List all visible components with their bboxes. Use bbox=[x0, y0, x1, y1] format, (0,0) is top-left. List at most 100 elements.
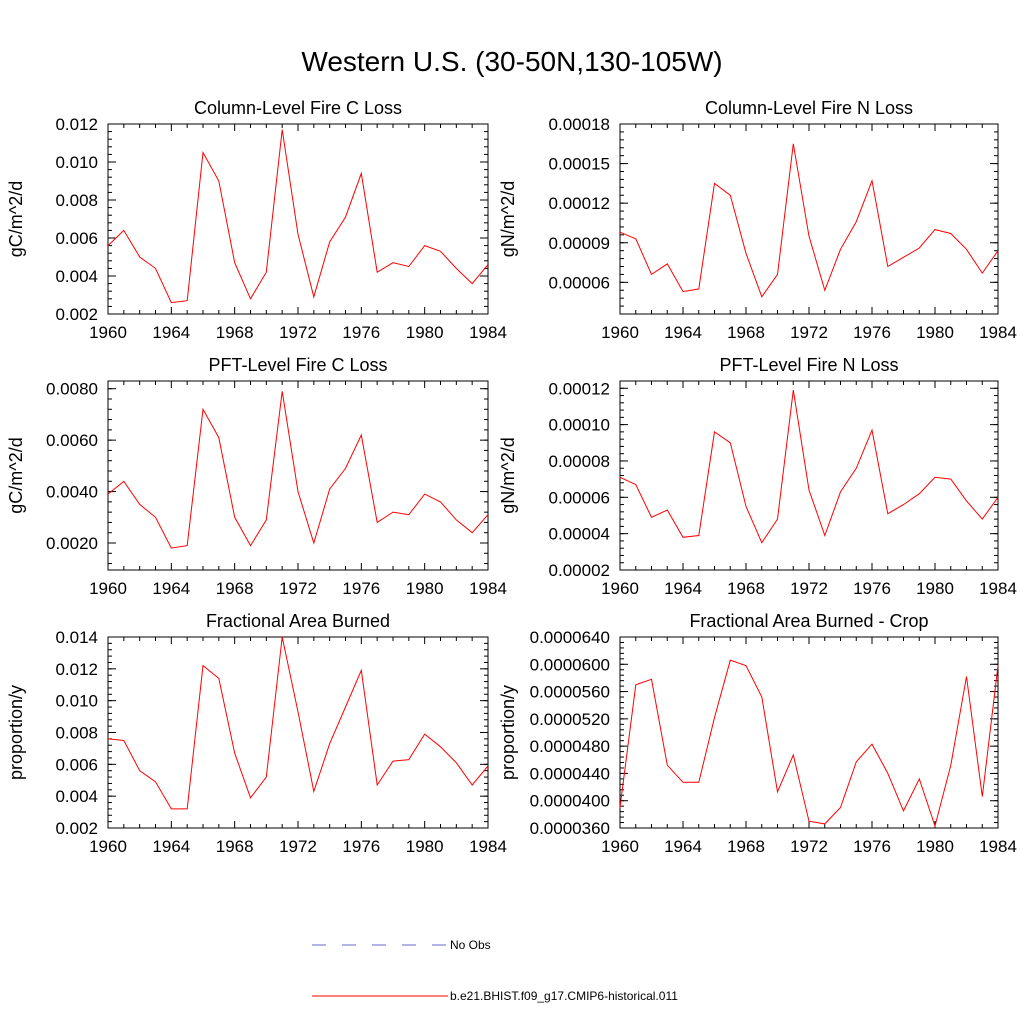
x-tick-label: 1980 bbox=[406, 579, 444, 598]
y-tick-label: 0.00004 bbox=[549, 525, 610, 544]
chart-panel-1: 1960 1964 1968 1972 1976 1980 1984 0.002 0.004 0.… bbox=[6, 98, 507, 342]
y-tick-label: 0.002 bbox=[55, 305, 98, 324]
y-tick-label: 0.014 bbox=[55, 628, 98, 647]
y-tick-label: 0.0080 bbox=[46, 380, 98, 399]
x-tick-label: 1960 bbox=[89, 579, 127, 598]
chart-panel-2: 1960 1964 1968 1972 1976 1980 1984 0.00006 0.000… bbox=[498, 98, 1017, 342]
x-tick-label: 1960 bbox=[601, 837, 639, 856]
x-tick-label: 1960 bbox=[89, 323, 127, 342]
y-tick-label: 0.00009 bbox=[549, 234, 610, 253]
y-tick-label: 0.008 bbox=[55, 191, 98, 210]
plot-frame bbox=[107, 636, 489, 829]
chart-panel-4: 1960 1964 1968 1972 1976 1980 1984 0.00002 0.000… bbox=[498, 355, 1017, 598]
panel-title: Column-Level Fire N Loss bbox=[705, 98, 913, 118]
x-tick-label: 1980 bbox=[406, 323, 444, 342]
x-tick-label: 1964 bbox=[152, 579, 190, 598]
panel-title: PFT-Level Fire N Loss bbox=[719, 355, 898, 375]
x-tick-label: 1968 bbox=[727, 579, 765, 598]
y-tick-label: 0.0000440 bbox=[530, 764, 610, 783]
x-tick-label: 1964 bbox=[664, 323, 702, 342]
y-tick-label: 0.00002 bbox=[549, 561, 610, 580]
x-tick-label: 1972 bbox=[790, 837, 828, 856]
y-axis-label: gN/m^2/d bbox=[498, 437, 518, 513]
series-line bbox=[107, 636, 489, 810]
plot-frame bbox=[619, 380, 999, 571]
y-tick-label: 0.012 bbox=[55, 115, 98, 134]
plot-frame bbox=[619, 123, 999, 315]
y-tick-label: 0.012 bbox=[55, 660, 98, 679]
x-tick-label: 1972 bbox=[279, 837, 317, 856]
y-tick-label: 0.0040 bbox=[46, 483, 98, 502]
panel-title: Column-Level Fire C Loss bbox=[194, 98, 402, 118]
x-tick-label: 1960 bbox=[601, 323, 639, 342]
y-tick-label: 0.004 bbox=[55, 787, 98, 806]
x-tick-label: 1972 bbox=[279, 579, 317, 598]
x-tick-label: 1976 bbox=[853, 579, 891, 598]
plot-frame bbox=[619, 636, 999, 829]
legend: No Obs b.e21.BHIST.f09_g17.CMIP6-historic… bbox=[312, 938, 678, 1003]
chart-panel-3: 1960 1964 1968 1972 1976 1980 1984 0.0020 0.0040… bbox=[6, 355, 507, 598]
panel-title: Fractional Area Burned bbox=[206, 611, 390, 631]
x-tick-label: 1980 bbox=[916, 837, 954, 856]
x-tick-label: 1976 bbox=[853, 323, 891, 342]
y-tick-label: 0.0020 bbox=[46, 534, 98, 553]
y-tick-label: 0.0000520 bbox=[530, 710, 610, 729]
y-tick-label: 0.0000480 bbox=[530, 737, 610, 756]
legend-label: No Obs bbox=[450, 938, 491, 952]
x-tick-label: 1976 bbox=[853, 837, 891, 856]
y-tick-label: 0.0000640 bbox=[530, 628, 610, 647]
y-tick-label: 0.002 bbox=[55, 819, 98, 838]
x-tick-label: 1980 bbox=[916, 323, 954, 342]
x-tick-label: 1976 bbox=[342, 323, 380, 342]
x-tick-label: 1968 bbox=[216, 837, 254, 856]
plot-frame bbox=[107, 123, 489, 315]
x-tick-label: 1984 bbox=[979, 323, 1017, 342]
y-tick-label: 0.0000360 bbox=[530, 819, 610, 838]
y-tick-label: 0.0000600 bbox=[530, 655, 610, 674]
y-tick-label: 0.0000400 bbox=[530, 792, 610, 811]
x-tick-label: 1984 bbox=[469, 323, 507, 342]
x-tick-label: 1984 bbox=[469, 579, 507, 598]
x-tick-label: 1964 bbox=[664, 837, 702, 856]
series-line bbox=[619, 143, 999, 298]
y-tick-label: 0.0000560 bbox=[530, 683, 610, 702]
y-tick-label: 0.00018 bbox=[549, 115, 610, 134]
x-tick-label: 1980 bbox=[916, 579, 954, 598]
y-tick-label: 0.010 bbox=[55, 153, 98, 172]
x-tick-label: 1964 bbox=[152, 837, 190, 856]
x-tick-label: 1960 bbox=[601, 579, 639, 598]
y-tick-label: 0.00012 bbox=[549, 194, 610, 213]
y-tick-label: 0.006 bbox=[55, 755, 98, 774]
x-tick-label: 1972 bbox=[790, 579, 828, 598]
y-axis-label: gC/m^2/d bbox=[6, 181, 26, 257]
x-tick-label: 1976 bbox=[342, 837, 380, 856]
x-tick-label: 1972 bbox=[279, 323, 317, 342]
plot-frame bbox=[107, 380, 489, 571]
y-tick-label: 0.004 bbox=[55, 267, 98, 286]
y-tick-label: 0.00010 bbox=[549, 416, 610, 435]
series-line bbox=[107, 391, 489, 549]
panel-title: Fractional Area Burned - Crop bbox=[689, 611, 928, 631]
x-tick-label: 1968 bbox=[727, 323, 765, 342]
x-tick-label: 1964 bbox=[152, 323, 190, 342]
chart-panel-6: 1960 1964 1968 1972 1976 1980 1984 0.0000360 0.0… bbox=[498, 611, 1017, 856]
y-tick-label: 0.00006 bbox=[549, 273, 610, 292]
y-tick-label: 0.00012 bbox=[549, 379, 610, 398]
panel-title: PFT-Level Fire C Loss bbox=[208, 355, 387, 375]
series-line bbox=[107, 129, 489, 304]
x-tick-label: 1968 bbox=[216, 579, 254, 598]
y-axis-label: proportion/y bbox=[6, 685, 26, 780]
x-tick-label: 1972 bbox=[790, 323, 828, 342]
y-tick-label: 0.00008 bbox=[549, 452, 610, 471]
y-tick-label: 0.006 bbox=[55, 229, 98, 248]
x-tick-label: 1968 bbox=[727, 837, 765, 856]
x-tick-label: 1980 bbox=[406, 837, 444, 856]
chart-panel-5: 1960 1964 1968 1972 1976 1980 1984 0.002 0.004 0.… bbox=[6, 611, 507, 856]
y-axis-label: gN/m^2/d bbox=[498, 181, 518, 257]
x-tick-label: 1968 bbox=[216, 323, 254, 342]
y-tick-label: 0.0060 bbox=[46, 431, 98, 450]
x-tick-label: 1964 bbox=[664, 579, 702, 598]
x-tick-label: 1960 bbox=[89, 837, 127, 856]
y-axis-label: proportion/y bbox=[498, 685, 518, 780]
